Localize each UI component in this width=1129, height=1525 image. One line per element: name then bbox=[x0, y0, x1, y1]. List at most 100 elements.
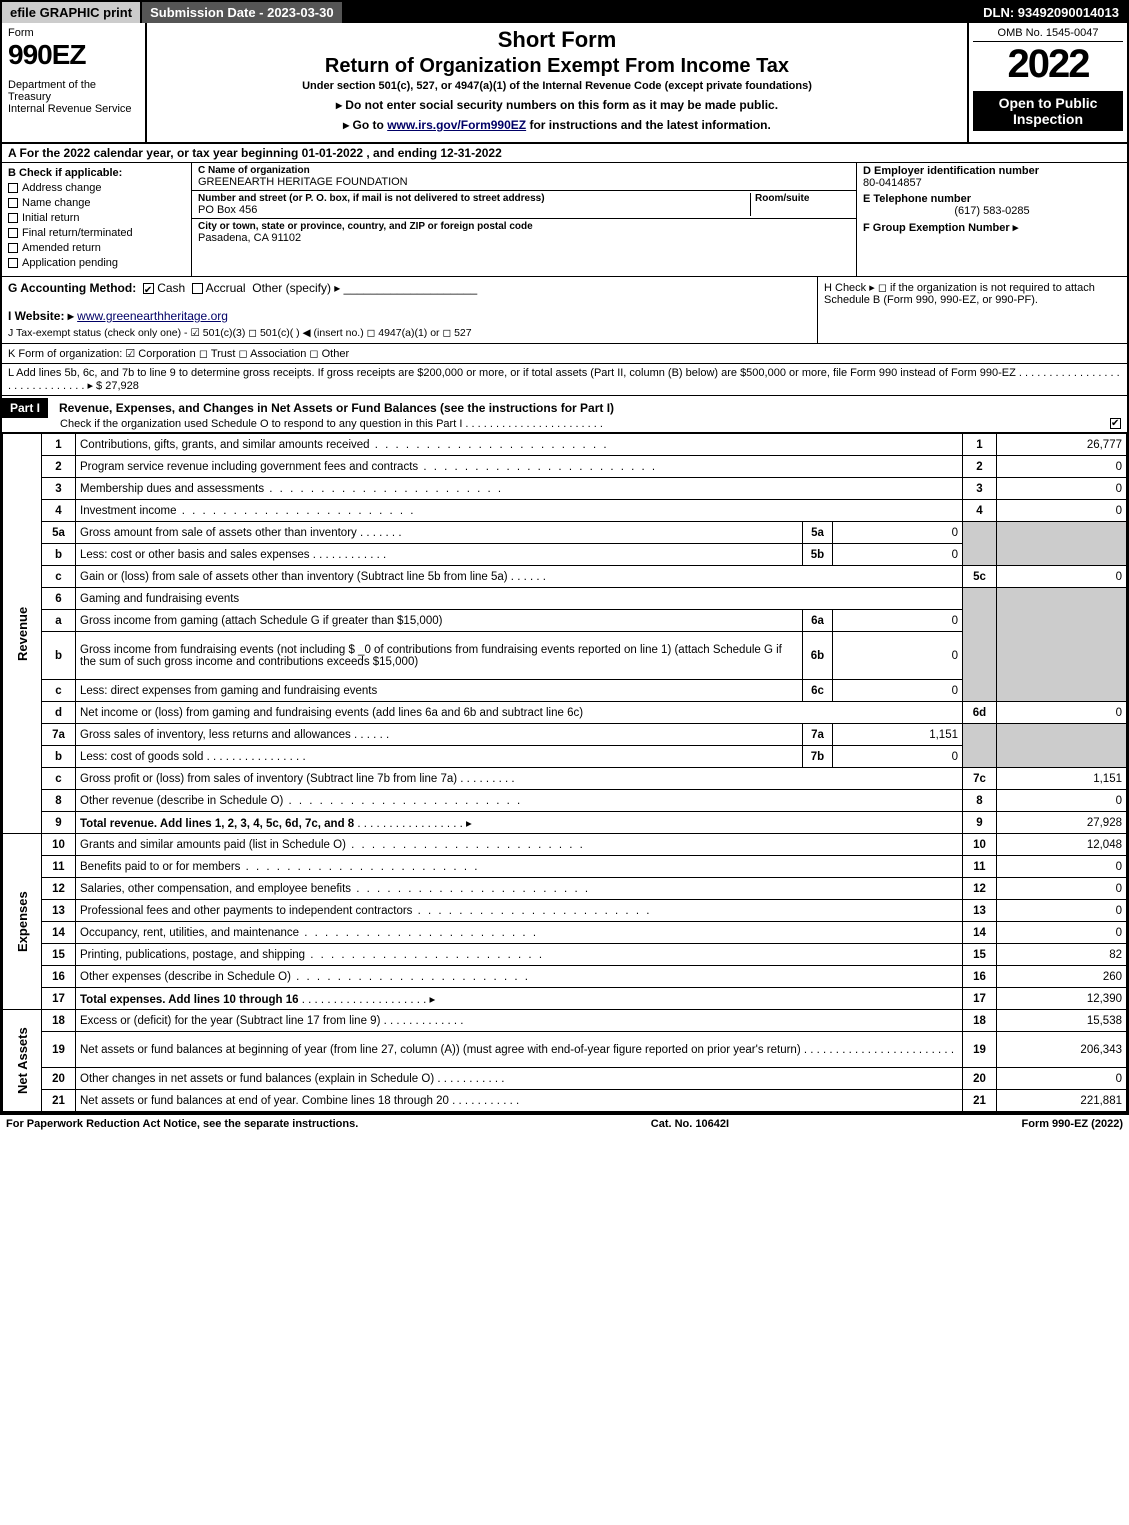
ein-label: D Employer identification number bbox=[863, 165, 1121, 177]
ssn-warning: ▸ Do not enter social security numbers o… bbox=[151, 98, 963, 112]
row-h: H Check ▸ ◻ if the organization is not r… bbox=[817, 277, 1127, 343]
form-number: 990EZ bbox=[8, 39, 139, 71]
org-name-block: C Name of organization GREENEARTH HERITA… bbox=[192, 163, 856, 191]
efile-label: efile GRAPHIC print bbox=[2, 2, 142, 23]
line-13: 13 Professional fees and other payments … bbox=[3, 900, 1127, 922]
row-k: K Form of organization: ☑ Corporation ◻ … bbox=[2, 344, 1127, 364]
line-4: 4 Investment income 4 0 bbox=[3, 500, 1127, 522]
expenses-label: Expenses bbox=[3, 834, 42, 1010]
submission-date: Submission Date - 2023-03-30 bbox=[142, 2, 344, 23]
line-15: 15 Printing, publications, postage, and … bbox=[3, 944, 1127, 966]
part-1-check-text: Check if the organization used Schedule … bbox=[56, 418, 1127, 430]
accounting-method: G Accounting Method: Cash Accrual Other … bbox=[2, 277, 817, 343]
line-17: 17 Total expenses. Add lines 10 through … bbox=[3, 988, 1127, 1010]
header-left: Form 990EZ Department of the Treasury In… bbox=[2, 23, 147, 142]
schedule-o-check[interactable] bbox=[1110, 418, 1121, 429]
city-label: City or town, state or province, country… bbox=[198, 221, 850, 232]
row-l-amount: 27,928 bbox=[105, 380, 139, 392]
line-3: 3 Membership dues and assessments 3 0 bbox=[3, 478, 1127, 500]
line-16: 16 Other expenses (describe in Schedule … bbox=[3, 966, 1127, 988]
line-7b: b Less: cost of goods sold . . . . . . .… bbox=[3, 746, 1127, 768]
form-label: Form bbox=[8, 27, 139, 39]
line-6a: a Gross income from gaming (attach Sched… bbox=[3, 610, 1127, 632]
line-6b: b Gross income from fundraising events (… bbox=[3, 632, 1127, 680]
instr-suffix: for instructions and the latest informat… bbox=[526, 118, 771, 132]
line-2: 2 Program service revenue including gove… bbox=[3, 456, 1127, 478]
phone-value: (617) 583-0285 bbox=[863, 205, 1121, 217]
page-footer: For Paperwork Reduction Act Notice, see … bbox=[0, 1114, 1129, 1133]
line-7c: c Gross profit or (loss) from sales of i… bbox=[3, 768, 1127, 790]
group-exemption-label: F Group Exemption Number ▸ bbox=[863, 221, 1121, 234]
line-21: 21 Net assets or fund balances at end of… bbox=[3, 1090, 1127, 1112]
line-1: Revenue 1 Contributions, gifts, grants, … bbox=[3, 434, 1127, 456]
line-20: 20 Other changes in net assets or fund b… bbox=[3, 1068, 1127, 1090]
section-c: C Name of organization GREENEARTH HERITA… bbox=[192, 163, 857, 276]
part-1-table: Revenue 1 Contributions, gifts, grants, … bbox=[2, 433, 1127, 1112]
form-990ez: efile GRAPHIC print Submission Date - 20… bbox=[0, 0, 1129, 1114]
revenue-label: Revenue bbox=[3, 434, 42, 834]
dln: DLN: 93492090014013 bbox=[975, 2, 1127, 23]
phone-label: E Telephone number bbox=[863, 193, 1121, 205]
section-b-title: B Check if applicable: bbox=[8, 167, 185, 179]
footer-form-ref: Form 990-EZ (2022) bbox=[1022, 1118, 1123, 1130]
check-initial-return[interactable]: Initial return bbox=[8, 212, 185, 224]
check-amended[interactable]: Amended return bbox=[8, 242, 185, 254]
instructions-link-line: ▸ Go to www.irs.gov/Form990EZ for instru… bbox=[151, 118, 963, 132]
inspection-notice: Open to Public Inspection bbox=[973, 91, 1123, 131]
line-10: Expenses 10 Grants and similar amounts p… bbox=[3, 834, 1127, 856]
website-link[interactable]: www.greenearthheritage.org bbox=[77, 309, 228, 323]
section-b: B Check if applicable: Address change Na… bbox=[2, 163, 192, 276]
irs-link[interactable]: www.irs.gov/Form990EZ bbox=[387, 118, 526, 132]
row-g-h: G Accounting Method: Cash Accrual Other … bbox=[2, 277, 1127, 344]
line-6: 6 Gaming and fundraising events bbox=[3, 588, 1127, 610]
check-address-change[interactable]: Address change bbox=[8, 182, 185, 194]
line-14: 14 Occupancy, rent, utilities, and maint… bbox=[3, 922, 1127, 944]
line-5a: 5a Gross amount from sale of assets othe… bbox=[3, 522, 1127, 544]
header-center: Short Form Return of Organization Exempt… bbox=[147, 23, 967, 142]
row-l-text: L Add lines 5b, 6c, and 7b to line 9 to … bbox=[8, 367, 1120, 392]
i-label: I Website: ▸ bbox=[8, 309, 74, 323]
footer-left: For Paperwork Reduction Act Notice, see … bbox=[6, 1118, 358, 1130]
line-9: 9 Total revenue. Add lines 1, 2, 3, 4, 5… bbox=[3, 812, 1127, 834]
line-7a: 7a Gross sales of inventory, less return… bbox=[3, 724, 1127, 746]
g-label: G Accounting Method: bbox=[8, 281, 136, 295]
org-info-block: B Check if applicable: Address change Na… bbox=[2, 163, 1127, 277]
netassets-label: Net Assets bbox=[3, 1010, 42, 1112]
line-6d: d Net income or (loss) from gaming and f… bbox=[3, 702, 1127, 724]
street-label: Number and street (or P. O. box, if mail… bbox=[198, 193, 750, 204]
part-1-label: Part I bbox=[2, 398, 48, 418]
top-bar: efile GRAPHIC print Submission Date - 20… bbox=[2, 2, 1127, 23]
title-return: Return of Organization Exempt From Incom… bbox=[151, 55, 963, 78]
title-short-form: Short Form bbox=[151, 27, 963, 53]
line-6c: c Less: direct expenses from gaming and … bbox=[3, 680, 1127, 702]
row-l: L Add lines 5b, 6c, and 7b to line 9 to … bbox=[2, 364, 1127, 396]
other-specify: Other (specify) ▸ bbox=[252, 281, 340, 295]
line-18: Net Assets 18 Excess or (deficit) for th… bbox=[3, 1010, 1127, 1032]
line-5c: c Gain or (loss) from sale of assets oth… bbox=[3, 566, 1127, 588]
section-def: D Employer identification number 80-0414… bbox=[857, 163, 1127, 276]
line-19: 19 Net assets or fund balances at beginn… bbox=[3, 1032, 1127, 1068]
room-label: Room/suite bbox=[755, 193, 850, 204]
check-cash[interactable] bbox=[143, 283, 154, 294]
street-value: PO Box 456 bbox=[198, 204, 750, 216]
org-name: GREENEARTH HERITAGE FOUNDATION bbox=[198, 176, 850, 188]
line-8: 8 Other revenue (describe in Schedule O)… bbox=[3, 790, 1127, 812]
check-pending[interactable]: Application pending bbox=[8, 257, 185, 269]
check-accrual[interactable] bbox=[192, 283, 203, 294]
check-name-change[interactable]: Name change bbox=[8, 197, 185, 209]
form-header: Form 990EZ Department of the Treasury In… bbox=[2, 23, 1127, 144]
check-final-return[interactable]: Final return/terminated bbox=[8, 227, 185, 239]
header-right: OMB No. 1545-0047 2022 Open to Public In… bbox=[967, 23, 1127, 142]
row-j: J Tax-exempt status (check only one) - ☑… bbox=[8, 327, 811, 339]
department: Department of the Treasury Internal Reve… bbox=[8, 79, 139, 115]
instr-prefix: ▸ Go to bbox=[343, 118, 387, 132]
city-value: Pasadena, CA 91102 bbox=[198, 232, 850, 244]
line-11: 11 Benefits paid to or for members 11 0 bbox=[3, 856, 1127, 878]
omb-number: OMB No. 1545-0047 bbox=[973, 27, 1123, 42]
ein-value: 80-0414857 bbox=[863, 177, 1121, 189]
tax-year: 2022 bbox=[973, 42, 1123, 87]
city-block: City or town, state or province, country… bbox=[192, 219, 856, 246]
footer-cat-no: Cat. No. 10642I bbox=[651, 1118, 729, 1130]
org-name-label: C Name of organization bbox=[198, 165, 850, 176]
line-12: 12 Salaries, other compensation, and emp… bbox=[3, 878, 1127, 900]
